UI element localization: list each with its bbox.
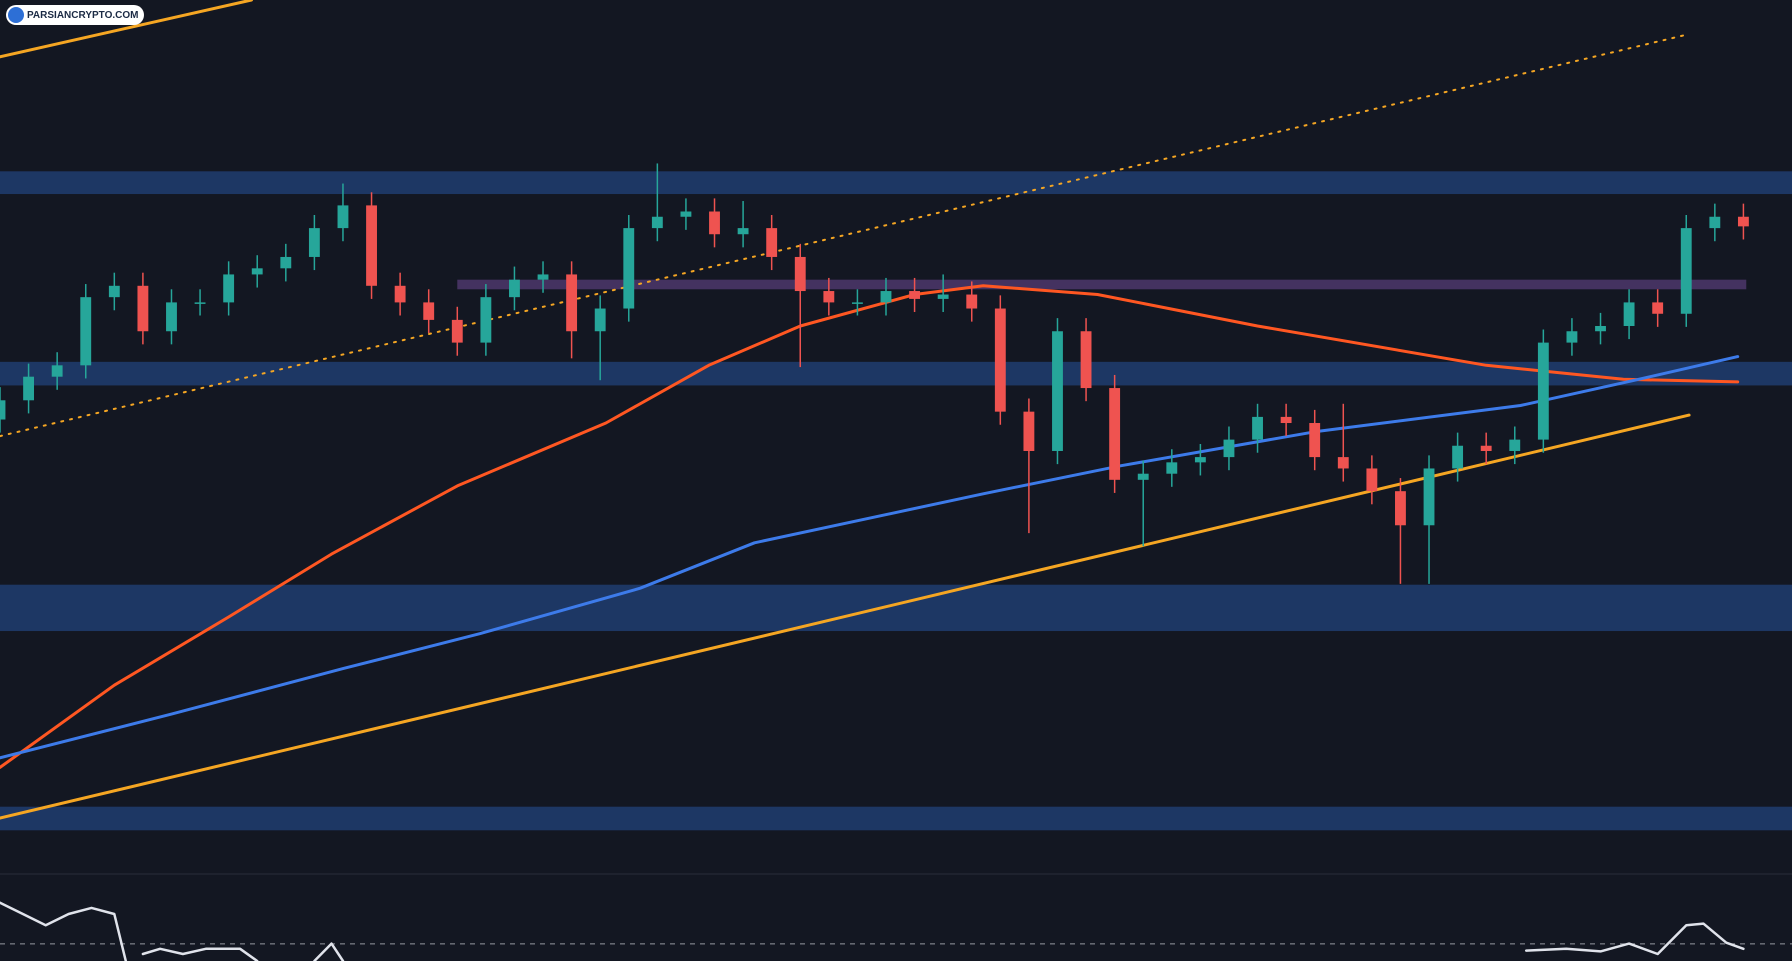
candle-body: [1566, 331, 1578, 343]
candle-body: [1452, 445, 1464, 469]
candle-body: [337, 205, 349, 229]
candle-body: [623, 228, 635, 309]
candle-body: [280, 256, 292, 269]
candle-body: [423, 302, 435, 320]
candle-body: [1194, 457, 1206, 463]
candle-body: [1480, 445, 1492, 451]
dotted-trendline: [0, 33, 1691, 438]
candle-body: [823, 291, 835, 303]
candle-body: [537, 274, 549, 280]
candle-body: [366, 205, 377, 286]
watermark-badge: PARSIANCRYPTO.COM: [6, 5, 144, 25]
candle-body: [594, 308, 606, 332]
rsi-line: [0, 901, 128, 961]
zone: [0, 584, 1792, 632]
candle-body: [1652, 302, 1664, 314]
candle-body: [1423, 468, 1435, 526]
candle-body: [480, 297, 492, 343]
candle-body: [0, 400, 6, 420]
candle-body: [566, 274, 578, 332]
candle-body: [651, 216, 663, 229]
candle-body: [1137, 473, 1149, 480]
candle-body: [80, 297, 92, 366]
candle-body: [909, 291, 921, 299]
zone: [0, 361, 1792, 386]
candle-body: [509, 279, 520, 298]
watermark-text: PARSIANCRYPTO.COM: [27, 10, 139, 21]
candle-body: [23, 376, 35, 401]
candle-body: [1623, 302, 1635, 327]
candle-body: [1309, 423, 1321, 458]
candle-body: [194, 302, 206, 304]
candle-body: [1509, 439, 1521, 451]
candle-body: [937, 294, 949, 299]
candle-body: [680, 211, 692, 217]
rsi-line: [313, 942, 345, 961]
candle-body: [251, 268, 263, 275]
candle-body: [1537, 342, 1549, 440]
candle-body: [1395, 491, 1406, 526]
candle-body: [1709, 216, 1721, 229]
watermark-pill: [6, 5, 144, 25]
watermark-icon: [8, 7, 24, 23]
rsi-line: [141, 947, 259, 961]
candle-body: [394, 285, 406, 303]
candle-body: [1337, 457, 1349, 469]
zone: [0, 806, 1792, 831]
candle-body: [1252, 416, 1263, 440]
candle-body: [1109, 388, 1121, 480]
candle-body: [137, 285, 149, 332]
line: [0, 0, 253, 59]
rsi-line: [1524, 922, 1745, 956]
candle-body: [1166, 462, 1178, 474]
candle-body: [1680, 228, 1692, 314]
zone: [457, 279, 1747, 290]
candle-body: [1280, 416, 1292, 424]
candle-body: [1052, 331, 1063, 451]
candle-body: [1737, 216, 1749, 227]
candle-body: [709, 211, 720, 235]
candle-body: [51, 365, 63, 377]
line: [0, 413, 1691, 820]
candle-body: [851, 302, 863, 304]
candle-body: [1023, 411, 1035, 451]
candle-body: [451, 319, 463, 343]
candle-body: [737, 228, 749, 235]
candle-body: [966, 294, 978, 309]
candle-body: [223, 274, 235, 303]
candle-body: [1595, 326, 1606, 332]
candle-body: [1366, 468, 1378, 492]
candle-body: [166, 302, 177, 332]
candle-body: [108, 285, 120, 298]
candle-body: [1223, 439, 1235, 458]
candle-body: [880, 291, 892, 303]
zone: [0, 171, 1792, 195]
candle-body: [766, 228, 778, 257]
candle-body: [308, 228, 320, 257]
candle-body: [794, 256, 806, 292]
candle-body: [1080, 331, 1092, 389]
candle-body: [994, 308, 1006, 412]
